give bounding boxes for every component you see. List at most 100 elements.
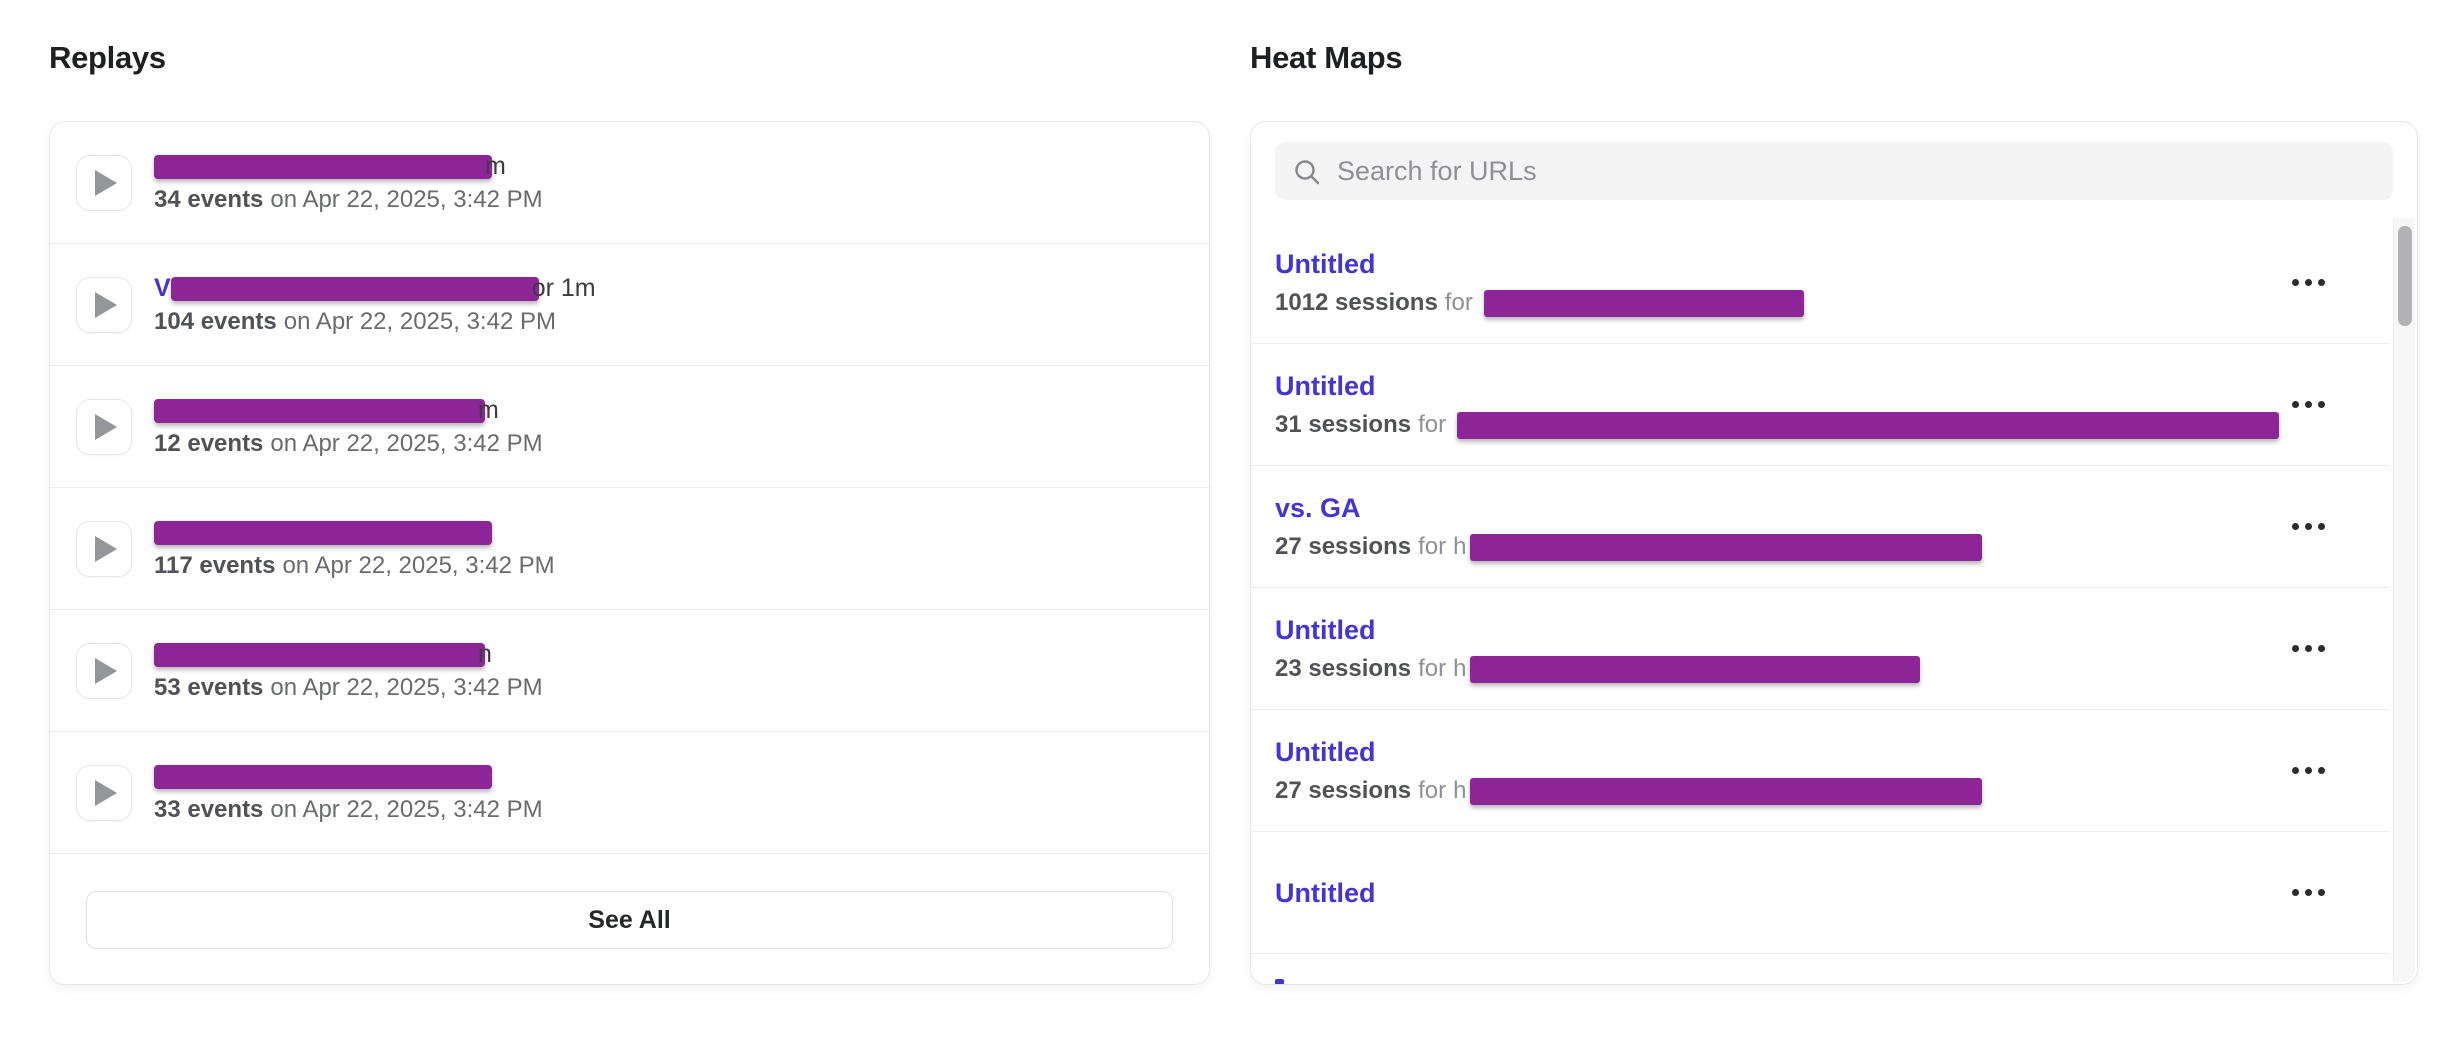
url-fragment: h (1453, 532, 1467, 560)
more-options-button[interactable] (2292, 757, 2325, 784)
heatmap-row[interactable]: vs. GA 27 sessions for h (1251, 466, 2389, 588)
url-fragment: h (1453, 654, 1467, 682)
replay-row[interactable]: n 53 events on Apr 22, 2025, 3:42 PM (50, 610, 1209, 732)
heatmap-info: Untitled 1012 sessions for (1275, 249, 2292, 317)
event-count: 12 events (154, 429, 264, 457)
replay-date: on Apr 22, 2025, 3:42 PM (270, 673, 543, 701)
replays-panel: Replays m 34 events on Apr 22, 2025, 3:42… (49, 42, 1210, 985)
play-button[interactable] (76, 764, 132, 821)
subtitle-connector: for (1418, 532, 1447, 560)
redaction-bar (154, 642, 485, 667)
replay-info: 33 events on Apr 22, 2025, 3:42 PM (154, 764, 543, 822)
event-count: 34 events (154, 185, 264, 213)
replay-meta: 12 events on Apr 22, 2025, 3:42 PM (154, 429, 543, 457)
play-button[interactable] (76, 520, 132, 577)
redaction-bar (154, 154, 492, 179)
replay-date: on Apr 22, 2025, 3:42 PM (270, 795, 543, 823)
heatmap-subtitle: 27 sessions for h (1275, 777, 2292, 805)
redaction-bar (1483, 289, 1804, 317)
redaction-bar (1457, 411, 2280, 439)
replay-info: m 34 events on Apr 22, 2025, 3:42 PM (154, 153, 543, 213)
scrollbar-track[interactable] (2393, 218, 2415, 982)
replay-title: m (154, 395, 543, 424)
redaction-bar (1470, 777, 1983, 805)
replays-footer: See All (50, 854, 1209, 984)
play-button[interactable] (76, 398, 132, 455)
heatmap-title-link[interactable]: Untitled (1275, 877, 1376, 908)
more-options-button[interactable] (2292, 513, 2325, 540)
scrollbar-thumb[interactable] (2398, 226, 2412, 326)
subtitle-connector: for (1418, 776, 1447, 804)
replay-date: on Apr 22, 2025, 3:42 PM (270, 429, 543, 457)
heatmap-subtitle: 31 sessions for (1275, 411, 2292, 439)
more-options-button[interactable] (2292, 269, 2325, 296)
more-options-button[interactable] (2292, 635, 2325, 662)
replay-title: m (154, 153, 543, 179)
replay-row[interactable]: 33 events on Apr 22, 2025, 3:42 PM (50, 732, 1209, 854)
replay-title (154, 764, 543, 789)
subtitle-connector: for (1418, 654, 1447, 682)
replay-title-tail: or 1m (531, 273, 596, 302)
session-count: 31 sessions (1275, 410, 1412, 438)
heatmap-row[interactable]: Untitled 31 sessions for (1251, 344, 2389, 466)
replay-title-tail: n (478, 639, 492, 668)
heatmap-info: Untitled 23 sessions for h (1275, 615, 2292, 683)
see-all-button[interactable]: See All (86, 891, 1173, 949)
replays-panel-title: Replays (49, 40, 166, 75)
replay-meta: 34 events on Apr 22, 2025, 3:42 PM (154, 185, 543, 213)
visitor-name-link[interactable]: V (154, 273, 171, 302)
play-icon (95, 657, 117, 684)
more-options-button[interactable] (2292, 391, 2325, 418)
event-count: 104 events (154, 307, 277, 335)
heatmap-title-link[interactable]: Untitled (1275, 736, 1376, 767)
play-button[interactable] (76, 276, 132, 333)
heatmap-row[interactable]: Untitled 23 sessions for h (1251, 588, 2389, 710)
url-fragment: h (1453, 776, 1467, 804)
replay-info: n 53 events on Apr 22, 2025, 3:42 PM (154, 639, 543, 701)
redaction-bar (154, 398, 485, 423)
subtitle-connector: for (1444, 288, 1473, 316)
replay-meta: 33 events on Apr 22, 2025, 3:42 PM (154, 795, 543, 823)
session-count: 27 sessions (1275, 776, 1412, 804)
replay-row[interactable]: 117 events on Apr 22, 2025, 3:42 PM (50, 488, 1209, 610)
heatmap-row[interactable]: Untitled 1012 sessions for (1251, 222, 2389, 344)
heatmap-row[interactable]: Untitled (1251, 832, 2389, 954)
play-button[interactable] (76, 154, 132, 211)
heatmap-info: Untitled 31 sessions for (1275, 371, 2292, 439)
redaction-bar (170, 276, 539, 301)
play-icon (95, 291, 117, 318)
replay-date: on Apr 22, 2025, 3:42 PM (270, 185, 543, 213)
play-icon (95, 169, 117, 196)
replay-title (154, 520, 555, 545)
heatmap-title-link[interactable]: vs. GA (1275, 492, 1361, 523)
heatmap-title-link[interactable]: Untitled (1275, 248, 1376, 279)
heatmaps-panel-title: Heat Maps (1250, 40, 1403, 75)
search-input[interactable] (1275, 142, 2393, 200)
replay-info: 117 events on Apr 22, 2025, 3:42 PM (154, 520, 555, 578)
heatmap-subtitle: 27 sessions for h (1275, 533, 2292, 561)
redaction-bar (154, 764, 492, 789)
play-button[interactable] (76, 642, 132, 699)
heatmap-row[interactable]: Untitled 27 sessions for h (1251, 710, 2389, 832)
replay-row[interactable]: m 12 events on Apr 22, 2025, 3:42 PM (50, 366, 1209, 488)
replay-title-tail: m (478, 395, 499, 424)
heatmaps-search (1251, 122, 2417, 222)
replay-meta: 117 events on Apr 22, 2025, 3:42 PM (154, 551, 555, 579)
replay-date: on Apr 22, 2025, 3:42 PM (283, 307, 556, 335)
clipped-title-hint (1275, 979, 1284, 984)
more-options-button[interactable] (2292, 879, 2325, 906)
heatmap-info: vs. GA 27 sessions for h (1275, 493, 2292, 561)
heatmap-subtitle: 23 sessions for h (1275, 655, 2292, 683)
heatmap-title-link[interactable]: Untitled (1275, 614, 1376, 645)
play-icon (95, 779, 117, 806)
heatmap-title-link[interactable]: Untitled (1275, 370, 1376, 401)
replay-date: on Apr 22, 2025, 3:42 PM (282, 551, 555, 579)
replay-row[interactable]: m 34 events on Apr 22, 2025, 3:42 PM (50, 122, 1209, 244)
redaction-bar (1470, 655, 1921, 683)
